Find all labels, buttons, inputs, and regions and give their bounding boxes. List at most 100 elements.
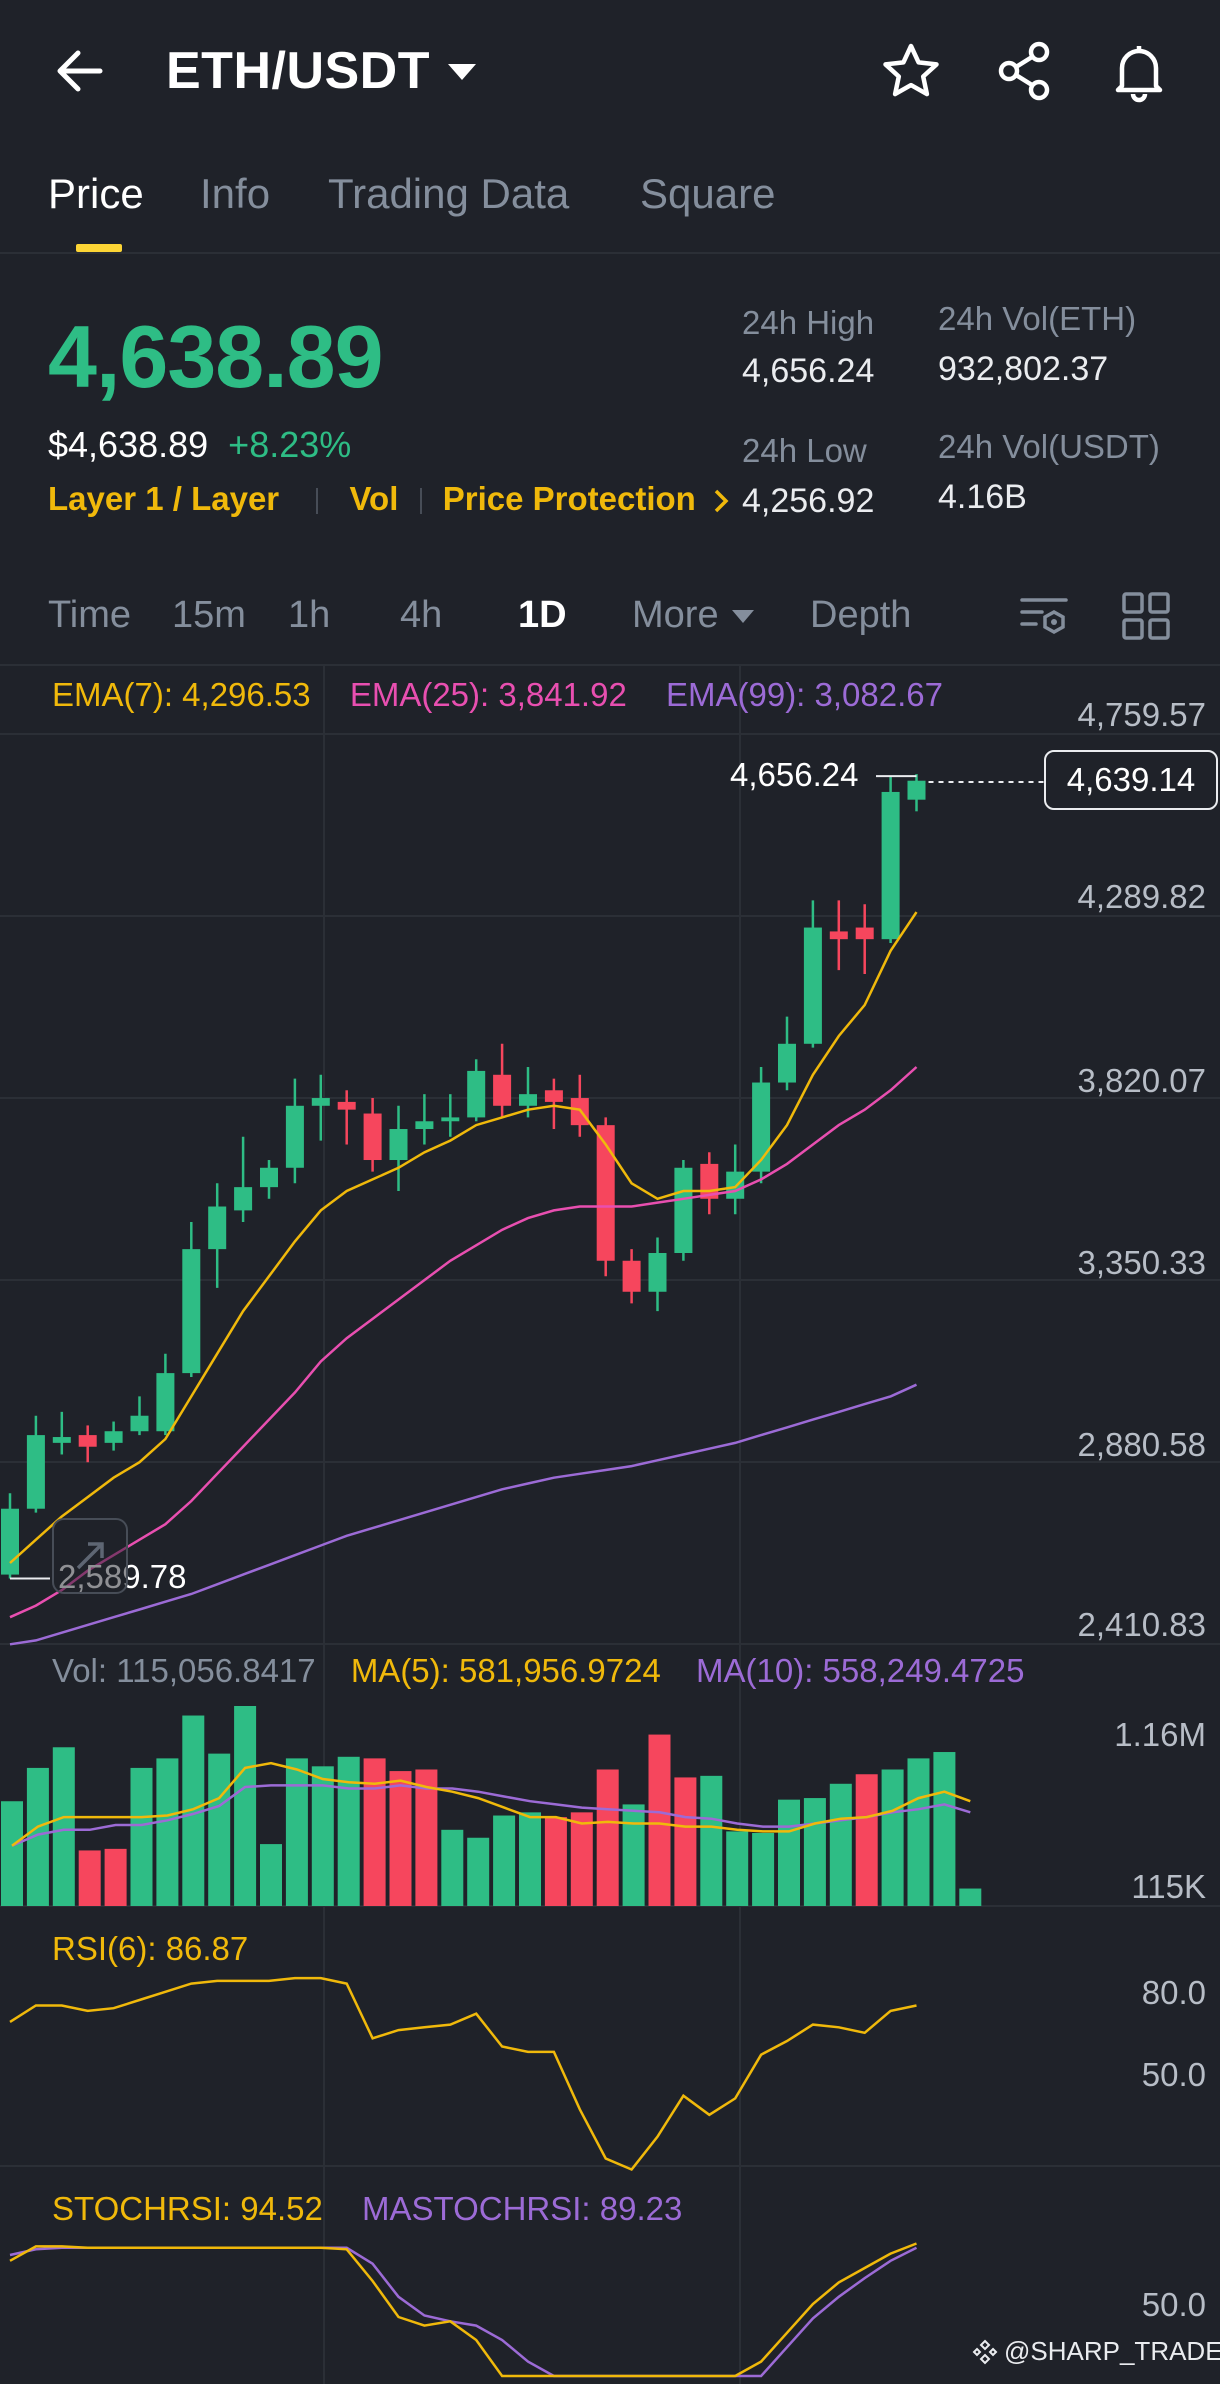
candle-down <box>78 1435 97 1447</box>
tags-row: Layer 1 / Layer Vol Price Protection <box>48 480 731 518</box>
candle-down <box>829 931 848 940</box>
volume-legend: Vol: 115,056.8417 MA(5): 581,956.9724 MA… <box>52 1652 1024 1690</box>
stat-vol-usdt-label: 24h Vol(USDT) <box>938 428 1160 465</box>
candle-up <box>752 1082 771 1172</box>
tag-divider <box>419 488 422 515</box>
volume-bar <box>1 1801 23 1906</box>
timeframe-depth[interactable]: Depth <box>810 594 912 636</box>
candle-up <box>260 1167 278 1188</box>
candle-up <box>156 1373 175 1432</box>
chevron-right-icon <box>714 490 729 513</box>
ema99-label: EMA(99): 3,082.67 <box>665 676 943 713</box>
stochrsi-line <box>9 2242 917 2378</box>
tab-info[interactable]: Info <box>200 170 271 217</box>
volume-bar <box>622 1804 645 1906</box>
tab-square[interactable]: Square <box>640 170 776 217</box>
timeframe-more[interactable]: More <box>632 594 757 637</box>
y-tick: 2,410.83 <box>1077 1606 1206 1643</box>
timeframe-15m[interactable]: 15m <box>172 594 246 636</box>
volume-bar <box>493 1815 516 1906</box>
volume-bar <box>363 1758 386 1906</box>
watermark-text: @SHARP_TRADER <box>1004 2336 1220 2366</box>
tag-vol[interactable]: Vol <box>349 480 399 517</box>
tab-price[interactable]: Price <box>48 170 144 217</box>
candle-up <box>648 1253 667 1292</box>
star-icon <box>883 43 939 97</box>
timeframe-1h[interactable]: 1h <box>288 594 331 636</box>
volume-bar <box>78 1850 101 1906</box>
candle-down <box>622 1260 641 1292</box>
volume-bar <box>389 1771 412 1906</box>
candle-up <box>389 1129 408 1161</box>
rsi-tick: 50.0 <box>1141 2056 1206 2093</box>
pair-title: ETH/USDT <box>166 42 430 100</box>
volume-bar <box>467 1837 490 1906</box>
timeframe-time[interactable]: Time <box>48 594 132 636</box>
ema-legend: EMA(7): 4,296.53 EMA(25): 3,841.92 EMA(9… <box>52 676 943 714</box>
candle-up <box>285 1105 304 1168</box>
expand-chart-button[interactable] <box>52 1518 128 1594</box>
volume-bar <box>570 1812 593 1906</box>
candle-up <box>726 1171 745 1199</box>
pair-selector[interactable]: ETH/USDT <box>166 38 480 104</box>
stoch-tick: 50.0 <box>1141 2286 1206 2323</box>
ema99-line <box>9 1383 918 1646</box>
usd-price: $4,638.89 <box>48 424 209 465</box>
stat-vol-usdt-value: 4.16B <box>938 478 1027 516</box>
y-tick: 3,820.07 <box>1077 1062 1206 1099</box>
y-tick: 4,759.57 <box>1077 696 1206 733</box>
volume-bar <box>415 1769 438 1906</box>
volume-bar <box>285 1758 308 1906</box>
candle-up <box>1 1508 19 1575</box>
ema25-label: EMA(25): 3,841.92 <box>349 676 627 713</box>
timeframe-divider <box>0 664 1220 666</box>
volume-bar <box>674 1777 697 1906</box>
tab-trading-data[interactable]: Trading Data <box>328 170 570 217</box>
candle-down <box>337 1101 356 1110</box>
candle-up <box>441 1117 460 1122</box>
candle-up <box>674 1167 693 1254</box>
usd-price-row: $4,638.89 +8.23% <box>48 424 351 466</box>
current-price-label: 4,639.14 <box>1066 761 1196 798</box>
volume-bar <box>182 1715 205 1906</box>
rsi-tick: 80.0 <box>1141 1974 1206 2011</box>
candle-down <box>363 1113 382 1161</box>
volume-bar <box>104 1848 127 1906</box>
tag-layer[interactable]: Layer 1 / Layer <box>48 480 280 517</box>
volume-bar <box>803 1798 826 1906</box>
alert-button[interactable] <box>1106 38 1172 104</box>
vol-label: Vol: 115,056.8417 <box>52 1652 316 1689</box>
share-button[interactable] <box>992 38 1058 104</box>
ema25-line <box>9 1066 918 1619</box>
chart-settings-icon <box>1020 598 1068 635</box>
back-arrow-icon <box>57 50 103 92</box>
volume-bar <box>881 1769 904 1906</box>
volume-bar <box>544 1817 567 1906</box>
volume-bar <box>311 1766 334 1906</box>
candle-down <box>855 927 874 940</box>
grid-icon <box>1122 592 1170 640</box>
candle-up <box>104 1431 123 1443</box>
price-chart[interactable] <box>0 664 1220 2384</box>
indicator-settings-button[interactable] <box>1016 588 1072 644</box>
favorite-button[interactable] <box>878 38 944 104</box>
candle-up <box>519 1094 537 1106</box>
stat-vol-eth-label: 24h Vol(ETH) <box>938 300 1137 337</box>
volume-bar <box>778 1799 800 1906</box>
candle-up <box>415 1121 434 1130</box>
candle-up <box>182 1249 201 1374</box>
layout-grid-button[interactable] <box>1118 588 1174 644</box>
bell-icon <box>1115 46 1163 103</box>
current-price-box[interactable]: 4,639.14 <box>1044 750 1218 810</box>
volume-bar <box>959 1888 982 1906</box>
candle-up <box>208 1206 227 1250</box>
volume-ma5-line <box>11 1761 971 1847</box>
volume-bar <box>26 1767 49 1906</box>
expand-icon <box>76 1542 104 1570</box>
back-button[interactable] <box>48 38 114 104</box>
timeframe-4h[interactable]: 4h <box>400 594 443 636</box>
tag-price-protection[interactable]: Price Protection <box>442 480 696 517</box>
candle-down <box>596 1125 615 1261</box>
timeframe-1d[interactable]: 1D <box>518 594 567 636</box>
share-icon <box>998 41 1050 101</box>
